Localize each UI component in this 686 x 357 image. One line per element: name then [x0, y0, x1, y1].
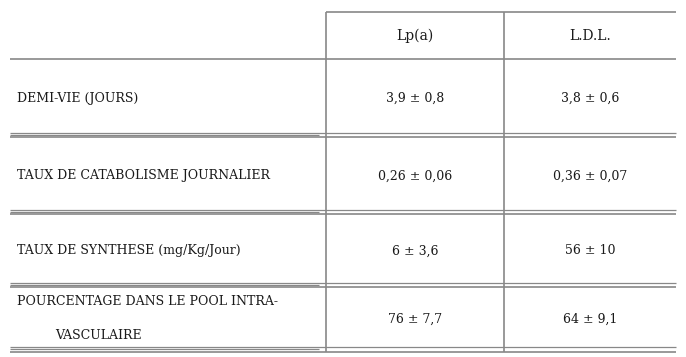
Text: POURCENTAGE DANS LE POOL INTRA-: POURCENTAGE DANS LE POOL INTRA- [17, 295, 278, 308]
Text: 64 ± 9,1: 64 ± 9,1 [563, 313, 617, 326]
Text: DEMI-VIE (JOURS): DEMI-VIE (JOURS) [17, 92, 139, 105]
Text: 56 ± 10: 56 ± 10 [565, 244, 615, 257]
Text: 3,8 ± 0,6: 3,8 ± 0,6 [560, 92, 619, 105]
Text: VASCULAIRE: VASCULAIRE [55, 329, 141, 342]
Text: TAUX DE SYNTHESE (mg/Kg/Jour): TAUX DE SYNTHESE (mg/Kg/Jour) [17, 244, 241, 257]
Text: 0,26 ± 0,06: 0,26 ± 0,06 [378, 169, 452, 182]
Text: TAUX DE CATABOLISME JOURNALIER: TAUX DE CATABOLISME JOURNALIER [17, 169, 270, 182]
Text: 6 ± 3,6: 6 ± 3,6 [392, 244, 438, 257]
Text: 76 ± 7,7: 76 ± 7,7 [388, 313, 442, 326]
Text: 0,36 ± 0,07: 0,36 ± 0,07 [553, 169, 627, 182]
Text: L.D.L.: L.D.L. [569, 29, 611, 43]
Text: Lp(a): Lp(a) [397, 29, 434, 43]
Text: 3,9 ± 0,8: 3,9 ± 0,8 [386, 92, 444, 105]
